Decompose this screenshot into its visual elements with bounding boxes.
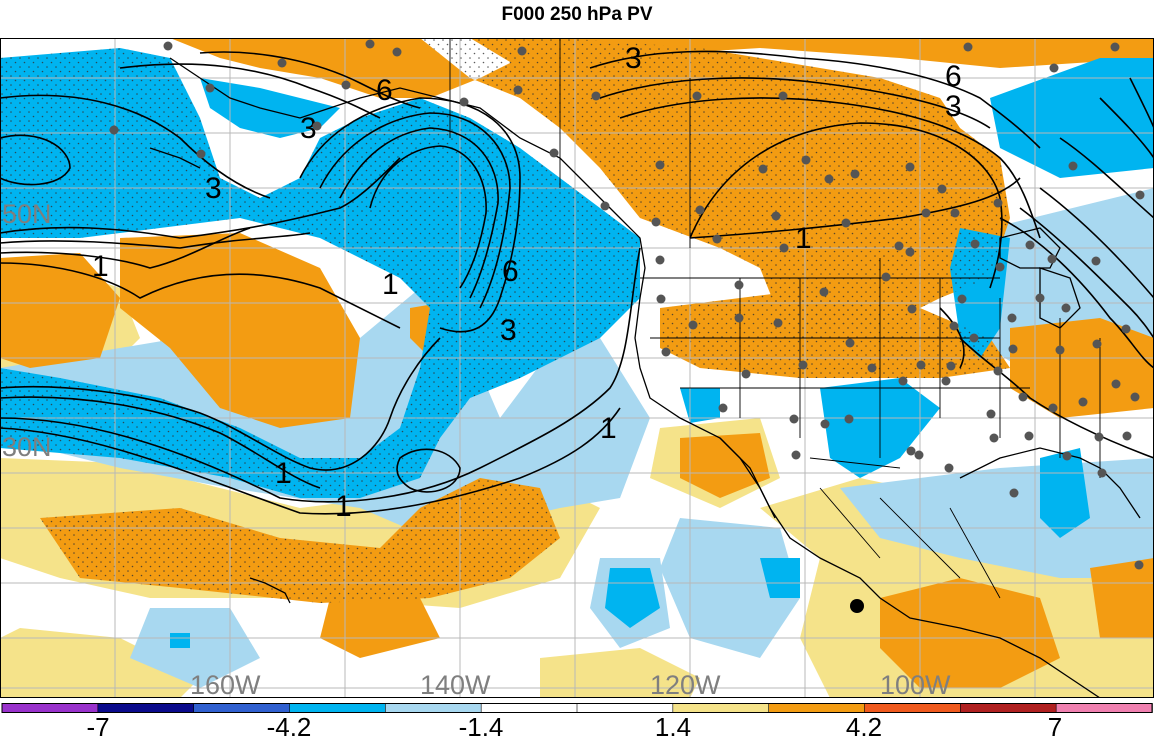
lat-label: 30N <box>2 432 52 462</box>
lon-label: 140W <box>420 670 491 698</box>
contour-label: 3 <box>500 314 517 347</box>
graticule-labels: 50N 30N 160W 140W 120W 100W <box>2 199 951 698</box>
colorbar-tick-labels: -7 -4.2 -1.4 1.4 4.2 7 <box>86 712 1062 739</box>
contour-label: 6 <box>376 74 393 107</box>
colorbar-swatch <box>1 703 99 713</box>
lon-label: 120W <box>650 670 721 698</box>
colorbar-swatch <box>960 703 1057 713</box>
lat-label: 50N <box>2 199 52 229</box>
contour-label: 1 <box>335 490 352 523</box>
state-borders <box>449 38 1101 599</box>
contour-label: 6 <box>502 255 519 288</box>
colorbar-tick-label: 1.4 <box>655 712 691 739</box>
contour-label: 3 <box>945 90 962 123</box>
stipple-overlay <box>0 38 1010 603</box>
colorbar-swatch <box>1055 703 1153 713</box>
colorbar-tick-label: -1.4 <box>459 712 504 739</box>
pv-contour-lines <box>0 50 1154 515</box>
colorbar-swatches <box>1 703 1153 713</box>
colorbar-frame <box>1 703 1153 713</box>
colorbar-tick-label: -4.2 <box>267 712 312 739</box>
lon-label: 100W <box>880 670 951 698</box>
colorbar: -7 -4.2 -1.4 1.4 4.2 7 <box>1 703 1153 739</box>
coastlines <box>149 57 1141 698</box>
contour-label: 1 <box>92 250 109 283</box>
contour-label: 3 <box>300 112 317 145</box>
pv-map: 1 1 1 1 1 1 3 3 3 3 3 6 6 6 <box>0 38 1154 698</box>
contour-label: 3 <box>205 172 222 205</box>
position-marker <box>850 599 864 613</box>
contour-label: 6 <box>945 60 962 93</box>
station-dots <box>109 39 1145 570</box>
colorbar-swatch <box>97 703 195 713</box>
contour-label: 1 <box>382 268 399 301</box>
contour-label: 1 <box>275 457 292 490</box>
contour-label: 1 <box>795 222 812 255</box>
contour-labels: 1 1 1 1 1 1 3 3 3 3 3 6 6 6 <box>92 42 962 523</box>
map-title: F000 250 hPa PV <box>501 4 653 25</box>
colorbar-tick-label: -7 <box>86 712 109 739</box>
lon-label: 160W <box>190 670 261 698</box>
contour-label: 3 <box>625 42 642 75</box>
colorbar-tick-label: 4.2 <box>846 712 882 739</box>
contour-label: 1 <box>600 412 617 445</box>
colorbar-tick-label: 7 <box>1048 712 1062 739</box>
